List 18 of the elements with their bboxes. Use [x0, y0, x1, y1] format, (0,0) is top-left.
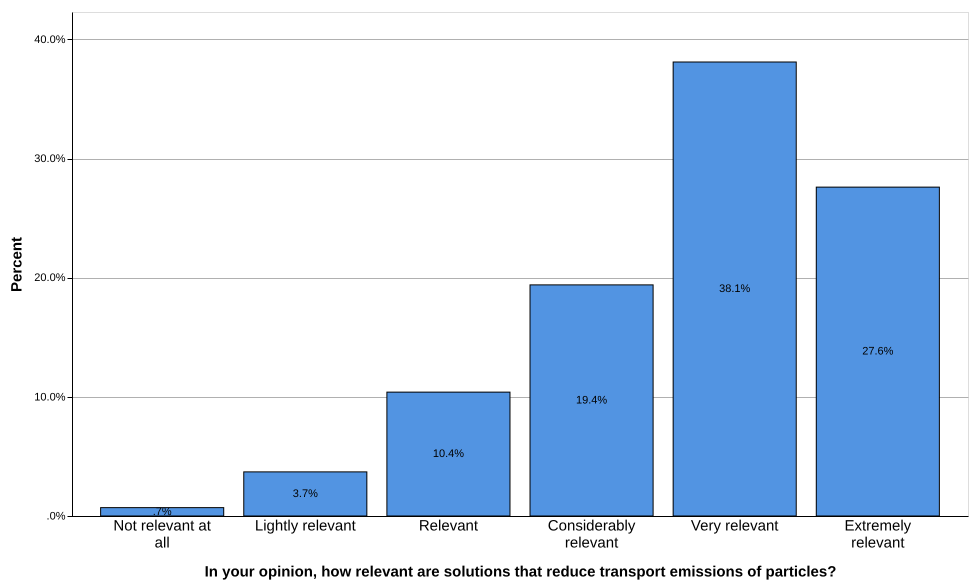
y-tick-label: 30.0% — [34, 153, 66, 166]
data-label: 3.7% — [292, 488, 318, 500]
data-label: 27.6% — [862, 346, 894, 358]
x-tick-label: Lightly relevant — [254, 518, 357, 534]
x-axis-title: In your opinion, how relevant are solutions that reduce transport emissions of particles? — [204, 564, 836, 580]
y-tick-label: 40.0% — [34, 34, 66, 46]
x-tick-label: Very relevant — [690, 518, 780, 534]
y-tick-label: 10.0% — [34, 391, 66, 404]
x-tick-label: Considerably relevant — [548, 518, 636, 552]
y-tick-label: 20.0% — [34, 272, 66, 284]
data-label: 19.4% — [576, 394, 608, 406]
data-label: 38.1% — [719, 283, 751, 296]
x-tick-label: Extremely relevant — [844, 518, 912, 552]
x-tick-label: Not relevant at all — [113, 518, 212, 552]
y-axis-title: Percent — [8, 236, 26, 292]
data-label: 10.4% — [432, 448, 464, 460]
y-tick-label: .0% — [46, 510, 66, 522]
x-tick-label: Relevant — [418, 518, 479, 534]
